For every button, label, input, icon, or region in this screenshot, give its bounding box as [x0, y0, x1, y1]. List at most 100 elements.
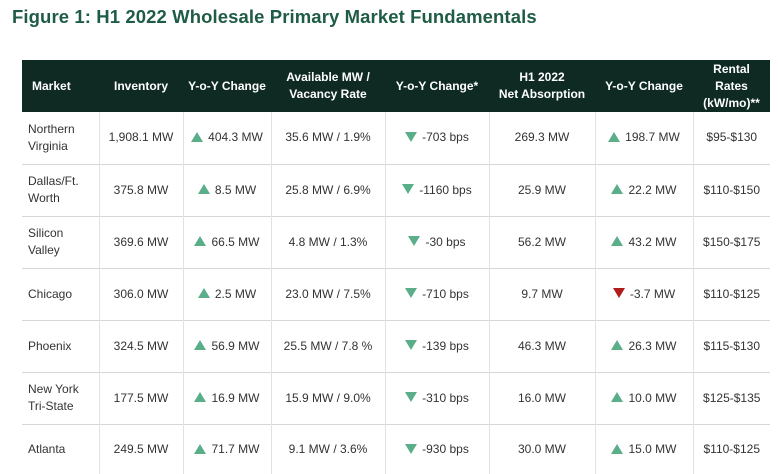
header-absorption-line2: Net Absorption [498, 87, 586, 101]
net-absorption-cell: 56.2 MW [488, 216, 595, 268]
market-name-line2: Valley [28, 243, 60, 257]
inventory-change-cell: 56.9 MW [182, 320, 271, 372]
arrow-up-icon [611, 392, 624, 403]
rental-rate-cell: $110-$125 [692, 424, 770, 474]
header-net-absorption: H1 2022 Net Absorption [489, 60, 595, 112]
absorption-change-value: 15.0 MW [628, 441, 677, 456]
table-row: Chicago 306.0 MW 2.5 MW 23.0 MW / 7.5% -… [22, 268, 770, 320]
vacancy-change-value: -310 bps [422, 390, 469, 405]
market-cell: New York Tri-State [22, 372, 99, 424]
header-absorption-line1: H1 2022 [519, 70, 565, 84]
header-inventory: Inventory [113, 78, 168, 93]
table-row: Atlanta 249.5 MW 71.7 MW 9.1 MW / 3.6% -… [22, 424, 770, 474]
net-absorption-cell: 269.3 MW [488, 112, 595, 164]
inventory-change-value: 71.7 MW [211, 441, 260, 456]
arrow-down-icon [405, 392, 418, 403]
market-name-line2: Tri-State [28, 399, 74, 413]
rental-rate-cell: $110-$150 [692, 164, 770, 216]
arrow-down-icon [405, 443, 418, 454]
net-absorption-cell: 30.0 MW [488, 424, 595, 474]
header-market: Market [32, 78, 71, 93]
market-name-line2: Virginia [28, 138, 68, 153]
market-cell: Northern Virginia [22, 112, 99, 164]
market-name-line1: Northern [28, 121, 75, 136]
market-name-line1: New York [28, 382, 79, 396]
available-vacancy-cell: 25.5 MW / 7.8 % [270, 320, 385, 372]
available-vacancy-cell: 15.9 MW / 9.0% [270, 372, 385, 424]
inventory-change-cell: 404.3 MW [182, 112, 271, 164]
vacancy-change-cell: -703 bps [384, 112, 489, 164]
rental-rate-cell: $110-$125 [692, 268, 770, 320]
arrow-up-icon [194, 392, 207, 403]
inventory-cell: 306.0 MW [98, 268, 183, 320]
inventory-change-cell: 8.5 MW [182, 164, 271, 216]
market-cell: Atlanta [28, 441, 66, 456]
inventory-change-value: 8.5 MW [214, 182, 257, 197]
header-available-vacancy: Available MW / Vacancy Rate [271, 60, 385, 112]
rental-rate-cell: $125-$135 [692, 372, 770, 424]
absorption-change-value: 22.2 MW [628, 182, 677, 197]
absorption-change-cell: -3.7 MW [594, 268, 693, 320]
inventory-change-cell: 71.7 MW [182, 424, 271, 474]
market-cell: Phoenix [28, 338, 72, 353]
inventory-cell: 177.5 MW [98, 372, 183, 424]
header-available-line1: Available MW / [286, 70, 370, 84]
table-row: New York Tri-State 177.5 MW 16.9 MW 15.9 … [22, 372, 770, 424]
available-vacancy-cell: 35.6 MW / 1.9% [270, 112, 385, 164]
absorption-change-value: 26.3 MW [628, 338, 677, 353]
market-cell: Silicon Valley [22, 216, 99, 268]
inventory-change-cell: 2.5 MW [182, 268, 271, 320]
vacancy-change-cell: -30 bps [384, 216, 489, 268]
vacancy-change-value: -703 bps [422, 130, 469, 145]
inventory-change-cell: 66.5 MW [182, 216, 271, 268]
arrow-up-icon [611, 443, 624, 454]
vacancy-change-value: -139 bps [422, 338, 469, 353]
inventory-change-value: 56.9 MW [211, 338, 260, 353]
vacancy-change-value: -930 bps [422, 441, 469, 456]
arrow-up-icon [194, 340, 207, 351]
header-yoy-change-absorption: Y-o-Y Change [605, 78, 683, 93]
arrow-up-icon [197, 184, 210, 195]
header-available-line2: Vacancy Rate [289, 87, 367, 101]
table-row: Phoenix 324.5 MW 56.9 MW 25.5 MW / 7.8 %… [22, 320, 770, 372]
inventory-change-value: 16.9 MW [211, 390, 260, 405]
inventory-cell: 1,908.1 MW [98, 112, 183, 164]
arrow-up-icon [194, 236, 207, 247]
absorption-change-cell: 22.2 MW [594, 164, 693, 216]
absorption-change-value: 43.2 MW [628, 234, 677, 249]
vacancy-change-value: -710 bps [422, 286, 469, 301]
table-row: Northern Virginia 1,908.1 MW 404.3 MW 35.… [22, 112, 770, 164]
header-rental-rates: Rental Rates (kW/mo)** [693, 60, 770, 112]
vacancy-change-cell: -1160 bps [384, 164, 489, 216]
arrow-up-icon [608, 132, 621, 143]
inventory-change-value: 404.3 MW [208, 130, 263, 145]
vacancy-change-cell: -710 bps [384, 268, 489, 320]
header-yoy-change-inventory: Y-o-Y Change [188, 78, 266, 93]
net-absorption-cell: 16.0 MW [488, 372, 595, 424]
arrow-up-icon [194, 443, 207, 454]
inventory-change-value: 2.5 MW [214, 286, 257, 301]
arrow-up-icon [197, 288, 210, 299]
market-name-line1: Dallas/Ft. [28, 174, 79, 188]
vacancy-change-cell: -139 bps [384, 320, 489, 372]
inventory-cell: 324.5 MW [98, 320, 183, 372]
arrow-up-icon [611, 340, 624, 351]
vacancy-change-cell: -930 bps [384, 424, 489, 474]
table-row: Silicon Valley 369.6 MW 66.5 MW 4.8 MW / … [22, 216, 770, 268]
available-vacancy-cell: 23.0 MW / 7.5% [270, 268, 385, 320]
arrow-up-icon [611, 236, 624, 247]
header-rental-line2: (kW/mo)** [703, 95, 760, 110]
table-header-row: Market Inventory Y-o-Y Change Available … [22, 60, 770, 112]
arrow-down-icon [402, 184, 415, 195]
absorption-change-value: 10.0 MW [628, 390, 677, 405]
arrow-up-icon [611, 184, 624, 195]
market-cell: Chicago [28, 286, 73, 301]
market-name-line2: Worth [28, 191, 60, 205]
header-yoy-change-vacancy: Y-o-Y Change* [395, 78, 479, 93]
absorption-change-cell: 43.2 MW [594, 216, 693, 268]
vacancy-change-cell: -310 bps [384, 372, 489, 424]
arrow-down-icon [405, 132, 418, 143]
available-vacancy-cell: 9.1 MW / 3.6% [270, 424, 385, 474]
available-vacancy-cell: 4.8 MW / 1.3% [270, 216, 385, 268]
absorption-change-cell: 15.0 MW [594, 424, 693, 474]
